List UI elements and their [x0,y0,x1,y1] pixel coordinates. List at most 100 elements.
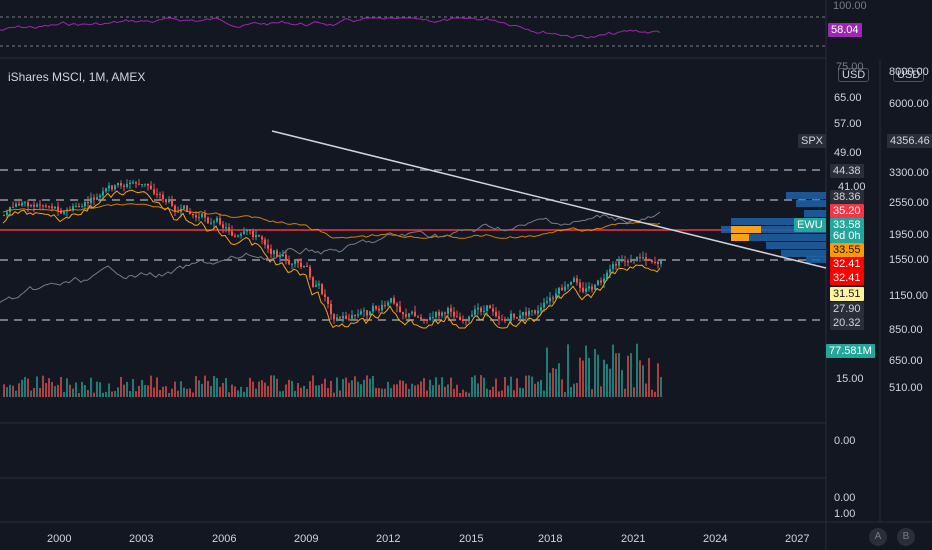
volume-bar [516,378,518,397]
volume-bar [216,378,218,397]
candle-body [153,189,155,194]
moving-average-line [2,189,661,329]
candle-body [561,287,563,291]
candle-body [402,312,404,315]
volume-bar [12,385,14,397]
candle-body [192,213,194,216]
volume-bar [309,381,311,397]
volume-bar [438,384,440,397]
symbol-title: iShares MSCI, 1M, AMEX [8,70,146,84]
volume-bar [480,375,482,397]
volume-bar [57,384,59,397]
volume-bar [6,387,8,397]
volume-bar [657,363,659,397]
volume-bar [303,385,305,397]
volume-bar [579,357,581,397]
unit-right[interactable]: USD [893,68,925,82]
volume-bar [621,370,623,397]
rsi-line [0,17,661,39]
volume-bar [240,386,242,397]
volume-bar [606,364,608,397]
unit-left[interactable]: USD [838,68,870,82]
candle-body [636,257,638,261]
volume-bar [564,392,566,397]
volume-bar [627,355,629,397]
candle-body [294,261,296,264]
candle-body [330,303,332,315]
volume-bar [207,380,209,397]
volume-bar [498,391,500,397]
candle-body [540,307,542,311]
candle-body [195,215,197,218]
volume-profile-bar [796,200,826,207]
volume-bar [489,389,491,397]
candle-body [633,258,635,261]
candle-body [378,308,380,311]
candle-body [6,212,8,216]
volume-bar [636,343,638,397]
candle-body [57,206,59,211]
candle-body [129,182,131,184]
volume-profile-bar [806,256,826,263]
candle-body [258,235,260,237]
candle-body [480,307,482,312]
candle-body [231,231,233,236]
candle-body [381,304,383,311]
candle-body [147,183,149,186]
candle-body [657,262,659,264]
auto-scale-button[interactable]: A [869,528,887,546]
volume-bar [354,376,356,397]
volume-bar [210,386,212,397]
volume-bar [246,387,248,397]
candle-body [111,185,113,190]
time-axis-label: 2003 [129,533,154,545]
volume-bar [126,381,128,397]
candle-body [156,193,158,195]
volume-profile-bar [786,192,826,199]
candle-body [159,194,161,196]
candle-body [246,229,248,232]
candle-body [612,264,614,269]
candle-body [117,183,119,186]
volume-bar [402,380,404,397]
candle-body [168,199,170,203]
candle-body [585,288,587,292]
volume-bar [654,391,656,397]
volume-bar [84,385,86,397]
candle-body [639,257,641,259]
volume-bar [348,382,350,397]
volume-bar [36,376,38,397]
volume-bar [549,372,551,397]
candle-body [270,248,272,254]
volume-bar [576,382,578,397]
candle-body [123,185,125,187]
log-scale-button[interactable]: B [897,528,915,546]
candle-body [267,244,269,249]
candle-body [261,236,263,240]
volume-bar [129,391,131,397]
candle-body [342,315,344,319]
time-axis-label: 2012 [376,533,401,545]
candle-body [570,282,572,285]
volume-profile-bar [766,242,826,249]
candle-body [45,205,47,207]
candle-body [189,211,191,214]
candle-body [405,314,407,317]
volume-bar [360,384,362,397]
candle-body [489,305,491,309]
candle-body [138,183,140,185]
volume-bar [642,365,644,397]
candle-body [369,311,371,316]
volume-bar [528,375,530,397]
volume-bar [48,378,50,397]
volume-bar [237,390,239,397]
candle-body [453,311,455,317]
candle-body [549,297,551,302]
candle-body [162,194,164,200]
volume-bar [390,388,392,397]
volume-bar [180,381,182,397]
volume-bar [18,383,20,397]
left-axis-label: 57.00 [834,118,862,130]
candle-body [546,301,548,303]
